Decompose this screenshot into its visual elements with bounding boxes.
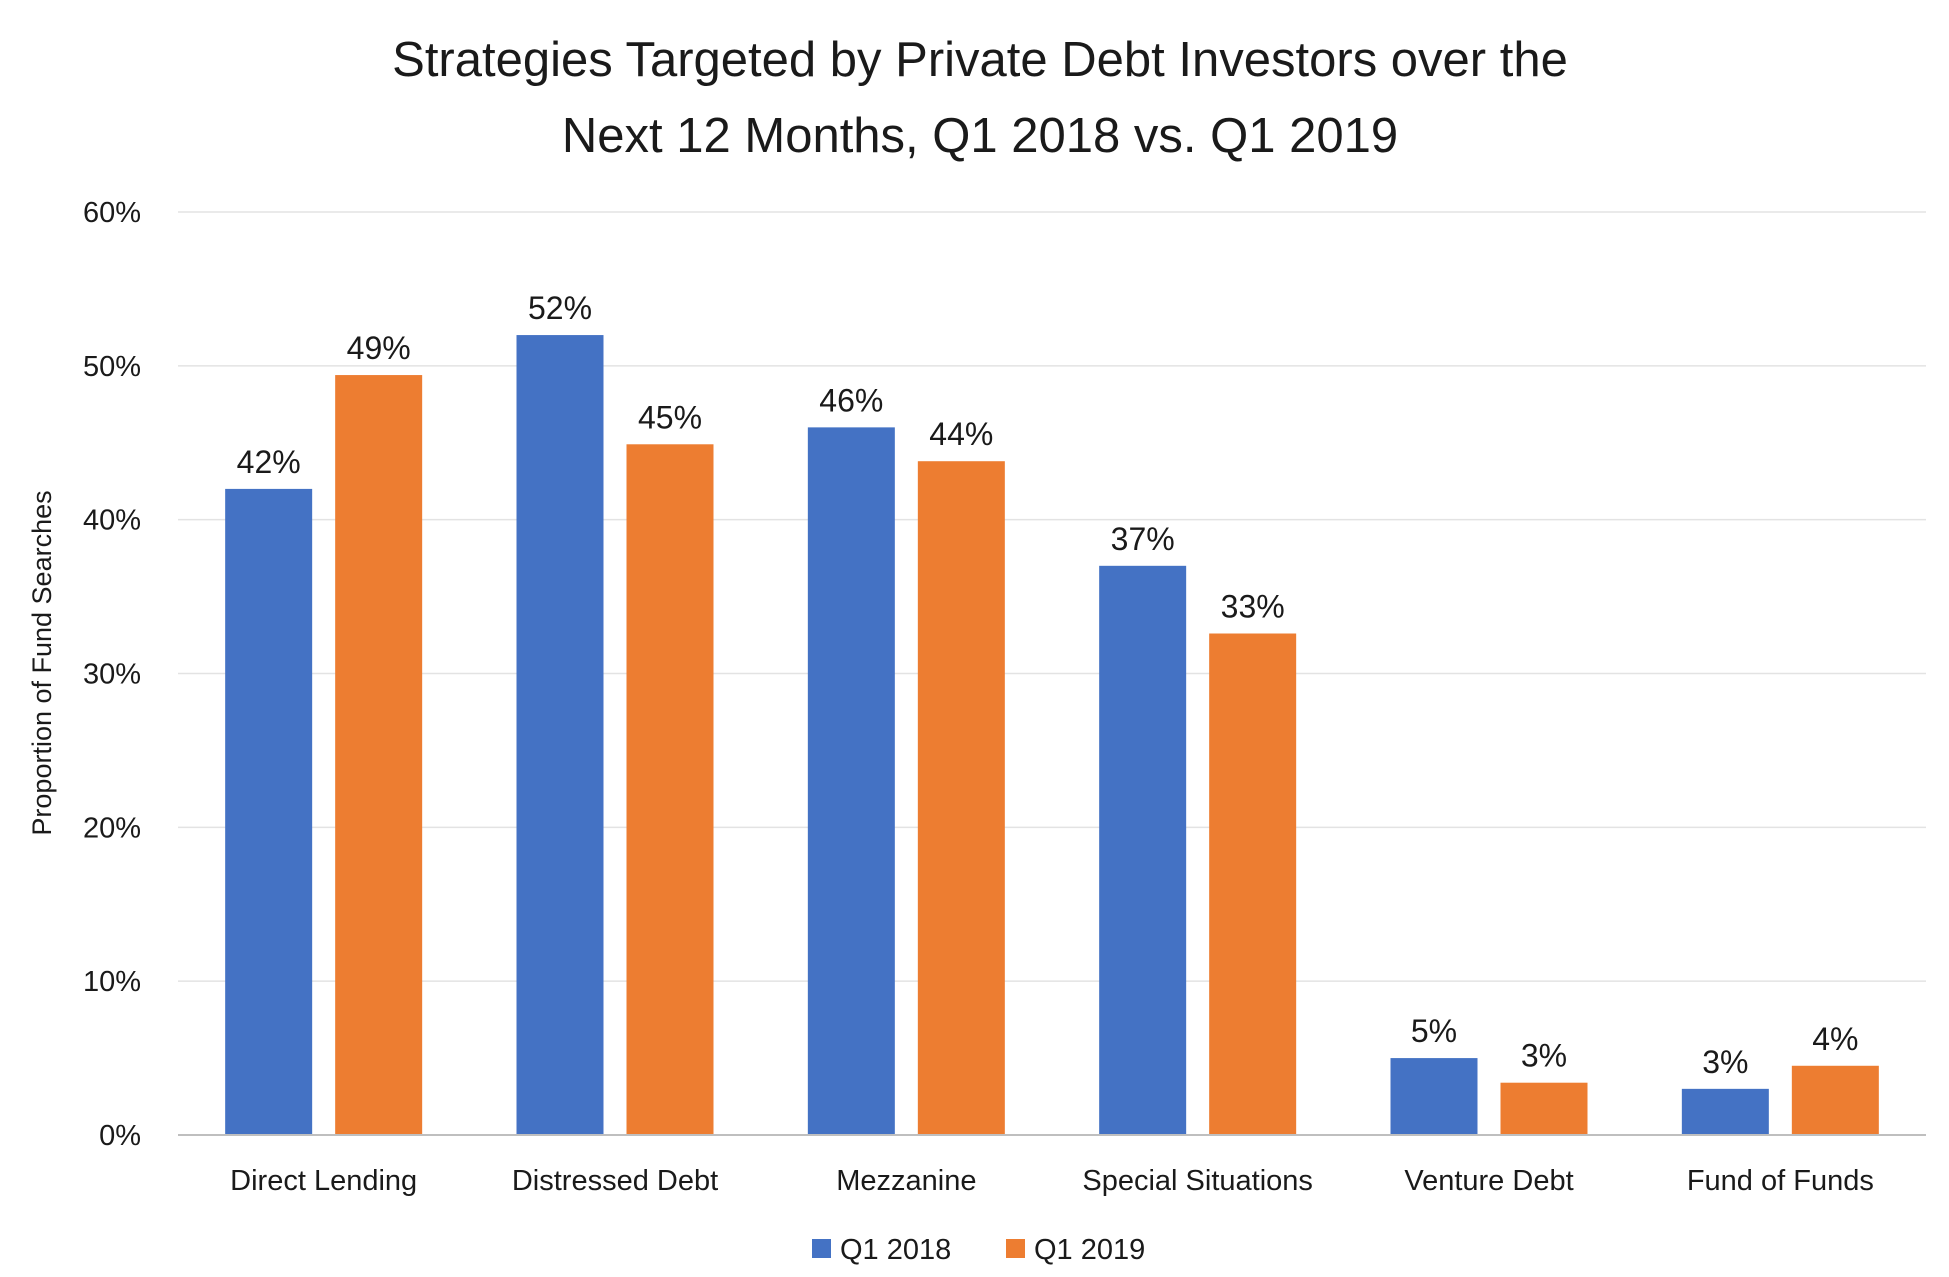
gridlines [178, 211, 1926, 982]
x-category-label: Direct Lending [230, 1165, 417, 1197]
legend: Q1 2018 Q1 2019 [812, 1234, 1145, 1266]
data-labels: 42% 49% 52% 45% 46% 44% 37% 33% 5% 3% 3% 4% [237, 290, 1859, 1080]
data-label: 42% [237, 444, 301, 480]
data-label: 44% [929, 416, 993, 452]
x-category-label: Special Situations [1082, 1165, 1313, 1197]
y-axis-ticks: 0% 10% 20% 30% 40% 50% 60% [83, 197, 141, 1152]
y-tick-label: 30% [83, 659, 141, 691]
legend-label: Q1 2018 [840, 1234, 951, 1266]
bar-q1-2018 [1681, 1088, 1769, 1135]
bar-q1-2019 [1500, 1082, 1588, 1135]
bar-q1-2019 [1791, 1065, 1879, 1135]
legend-label: Q1 2019 [1034, 1234, 1145, 1266]
data-label: 4% [1812, 1021, 1858, 1057]
data-label: 49% [347, 330, 411, 366]
y-axis-label: Proportion of Fund Searches [27, 490, 57, 835]
legend-swatch [812, 1239, 831, 1258]
data-label: 3% [1702, 1044, 1748, 1080]
x-category-label: Fund of Funds [1687, 1165, 1874, 1197]
x-axis-categories: Direct Lending Distressed Debt Mezzanine Sp… [230, 1165, 1874, 1197]
data-label: 5% [1411, 1013, 1457, 1049]
x-category-label: Venture Debt [1404, 1165, 1573, 1197]
y-tick-label: 10% [83, 966, 141, 998]
bar-q1-2018 [1099, 565, 1187, 1135]
y-tick-label: 40% [83, 505, 141, 537]
x-category-label: Mezzanine [836, 1165, 976, 1197]
x-category-label: Distressed Debt [512, 1165, 718, 1197]
data-label: 45% [638, 399, 702, 435]
data-label: 37% [1111, 521, 1175, 557]
chart-title-line-2: Next 12 Months, Q1 2018 vs. Q1 2019 [562, 109, 1398, 163]
y-tick-label: 60% [83, 197, 141, 229]
bar-q1-2018 [807, 427, 895, 1135]
y-tick-label: 0% [99, 1120, 141, 1152]
bar-q1-2018 [225, 488, 313, 1135]
bar-q1-2019 [1209, 633, 1297, 1135]
bar-q1-2019 [335, 375, 423, 1135]
bar-q1-2019 [626, 444, 714, 1135]
data-label: 3% [1521, 1038, 1567, 1074]
data-label: 46% [819, 382, 883, 418]
y-tick-label: 50% [83, 351, 141, 383]
chart-title-line-1: Strategies Targeted by Private Debt Inve… [392, 33, 1568, 87]
data-label: 52% [528, 290, 592, 326]
bars [225, 335, 1879, 1136]
bar-q1-2018 [1390, 1058, 1478, 1135]
legend-swatch [1006, 1239, 1025, 1258]
chart-title: Strategies Targeted by Private Debt Inve… [392, 33, 1568, 163]
y-tick-label: 20% [83, 812, 141, 844]
bar-q1-2018 [516, 335, 604, 1136]
bar-q1-2019 [917, 461, 1005, 1136]
data-label: 33% [1221, 589, 1285, 625]
